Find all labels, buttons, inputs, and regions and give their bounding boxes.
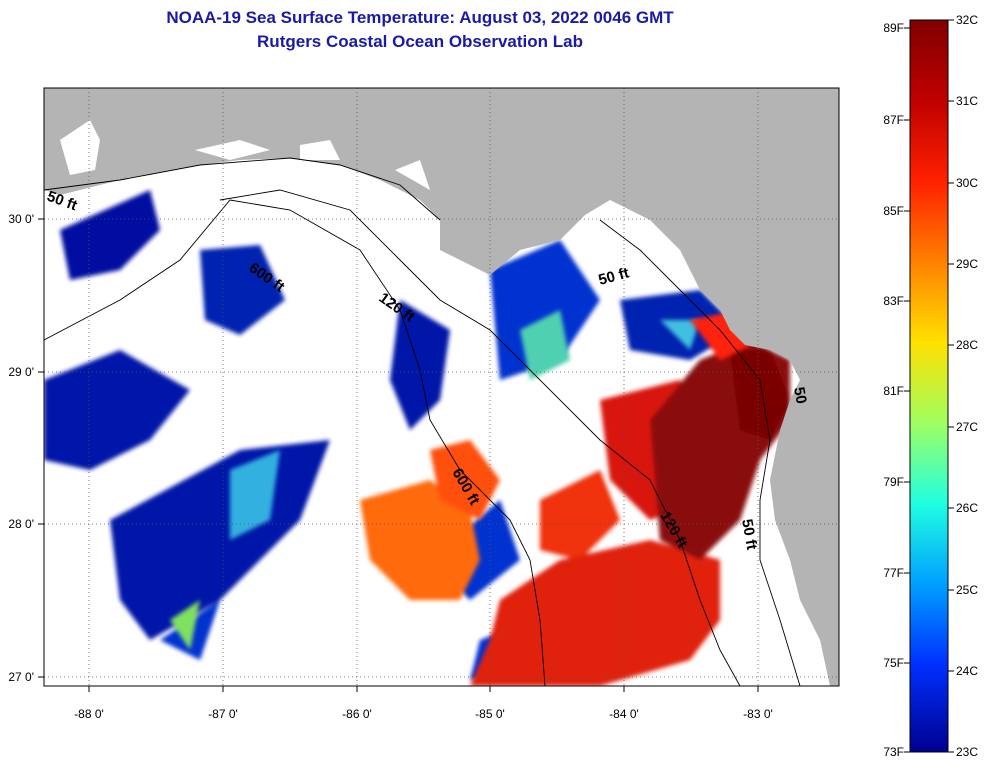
colorbar-c-label: 30C	[956, 176, 978, 190]
sst-mid-patches	[170, 310, 700, 650]
colorbar-c-label: 28C	[956, 338, 978, 352]
map-title: NOAA-19 Sea Surface Temperature: August …	[166, 8, 674, 27]
colorbar-c-label: 29C	[956, 257, 978, 271]
colorbar-f-label: 85F	[883, 204, 904, 218]
contour-label-50ft-south: 50 ft	[738, 518, 760, 551]
frame-ticks	[38, 218, 759, 692]
colorbar-c-label: 26C	[956, 501, 978, 515]
colorbar-f-label: 83F	[883, 294, 904, 308]
colorbar-f-label: 81F	[883, 384, 904, 398]
graticule	[44, 88, 839, 686]
depth-contours	[44, 157, 801, 686]
lat-label: 29 0'	[8, 365, 34, 379]
sst-warm-patches	[360, 310, 790, 686]
colorbar-c-label: 24C	[956, 664, 978, 678]
colorbar-ticks	[904, 19, 954, 753]
lat-label: 28 0'	[8, 517, 34, 531]
contour-label-50-coast: 50	[790, 386, 810, 405]
coast-bays	[60, 120, 430, 190]
lat-label: 30 0'	[8, 212, 34, 226]
lon-label: -88 0'	[74, 707, 104, 721]
colorbar-f-label: 73F	[883, 745, 904, 759]
lon-label: -87 0'	[208, 707, 238, 721]
colorbar	[909, 19, 949, 753]
colorbar-f-label: 87F	[883, 113, 904, 127]
lat-label: 27 0'	[8, 670, 34, 684]
map-subtitle: Rutgers Coastal Ocean Observation Lab	[257, 32, 583, 51]
colorbar-c-label: 25C	[956, 583, 978, 597]
land-florida	[44, 88, 839, 686]
colorbar-c-label: 27C	[956, 420, 978, 434]
colorbar-f-label: 89F	[883, 21, 904, 35]
colorbar-c-label: 31C	[956, 94, 978, 108]
colorbar-f-label: 79F	[883, 475, 904, 489]
lon-label: -86 0'	[342, 707, 372, 721]
colorbar-f-label: 77F	[883, 566, 904, 580]
lon-label: -85 0'	[475, 707, 505, 721]
lon-label: -84 0'	[609, 707, 639, 721]
colorbar-c-label: 23C	[956, 745, 978, 759]
lon-label: -83 0'	[743, 707, 773, 721]
map-frame	[43, 87, 840, 687]
colorbar-c-label: 32C	[956, 13, 978, 27]
colorbar-f-label: 75F	[883, 656, 904, 670]
